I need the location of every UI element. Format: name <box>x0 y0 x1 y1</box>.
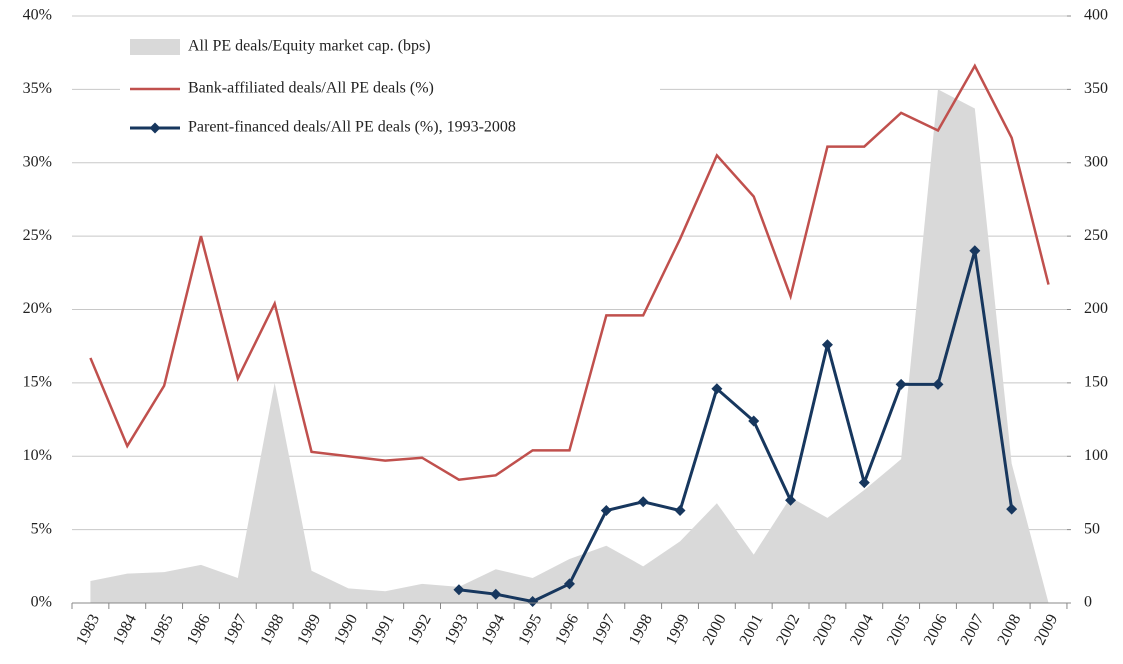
marker <box>1006 503 1018 515</box>
legend-swatch <box>130 39 180 55</box>
marker <box>711 383 723 395</box>
x-tick-label: 2008 <box>994 612 1024 648</box>
x-tick-label: 1998 <box>626 612 656 648</box>
marker <box>674 505 686 517</box>
marker <box>563 578 575 590</box>
y2-tick-label: 0 <box>1084 594 1092 611</box>
marker <box>600 505 612 517</box>
y-tick-label: 15% <box>23 374 52 391</box>
legend-marker <box>149 122 161 134</box>
line <box>458 250 1014 604</box>
legend-bg <box>120 28 660 146</box>
legend-label: Parent-financed deals/All PE deals (%), … <box>188 119 516 136</box>
area <box>90 89 1049 603</box>
x-tick-label: 1987 <box>221 612 251 648</box>
x-tick-label: 2001 <box>736 612 766 648</box>
marker <box>932 378 944 390</box>
y2-tick-label: 200 <box>1084 300 1108 317</box>
y-tick-label: 0% <box>31 594 52 611</box>
marker <box>527 596 539 608</box>
y-tick-label: 25% <box>23 227 52 244</box>
x-tick-label: 1989 <box>294 612 324 648</box>
y-tick-label: 40% <box>23 7 52 24</box>
x-tick-label: 1988 <box>257 612 287 648</box>
x-tick-label: 1993 <box>442 612 472 648</box>
x-tick-label: 1997 <box>589 612 619 648</box>
marker <box>858 477 870 489</box>
x-tick-label: 1999 <box>663 612 693 648</box>
marker <box>637 496 649 508</box>
y2-tick-label: 400 <box>1084 7 1108 24</box>
x-tick-label: 2006 <box>921 612 951 648</box>
y-tick-label: 35% <box>23 80 52 97</box>
y-tick-label: 30% <box>23 153 52 170</box>
x-tick-label: 2000 <box>700 612 730 648</box>
legend-label: All PE deals/Equity market cap. (bps) <box>188 38 431 55</box>
marker <box>748 415 760 427</box>
x-tick-label: 2003 <box>810 612 840 648</box>
x-tick-label: 1983 <box>73 612 103 648</box>
y-tick-label: 5% <box>31 520 52 537</box>
marker <box>785 494 797 506</box>
plot <box>89 63 1050 608</box>
x-tick-label: 1996 <box>552 612 582 648</box>
x-tick-label: 2004 <box>847 612 877 648</box>
marker <box>453 584 465 596</box>
x-tick-label: 1994 <box>479 612 509 648</box>
x-tick-label: 1995 <box>515 612 545 648</box>
y2-tick-label: 100 <box>1084 447 1108 464</box>
legend-label: Bank-affiliated deals/All PE deals (%) <box>188 80 434 97</box>
legend: All PE deals/Equity market cap. (bps) Ban… <box>120 28 660 146</box>
y2-tick-label: 150 <box>1084 374 1108 391</box>
y-tick-label: 10% <box>23 447 52 464</box>
line <box>89 63 1050 482</box>
x-tick-label: 2007 <box>958 612 988 648</box>
y2-tick-label: 350 <box>1084 80 1108 97</box>
x-tick-label: 2005 <box>884 612 914 648</box>
y-tick-label: 20% <box>23 300 52 317</box>
y2-tick-label: 250 <box>1084 227 1108 244</box>
marker <box>969 245 981 257</box>
marker <box>490 588 502 600</box>
x-tick-label: 1991 <box>368 612 398 648</box>
x-tick-label: 2009 <box>1031 612 1061 648</box>
x-tick-label: 1990 <box>331 612 361 648</box>
x-tick-label: 1985 <box>147 612 177 648</box>
x-tick-label: 1984 <box>110 612 140 648</box>
y2-tick-label: 300 <box>1084 153 1108 170</box>
y2-tick-label: 50 <box>1084 520 1100 537</box>
grid <box>72 15 1067 604</box>
marker <box>895 378 907 390</box>
x-tick-label: 1986 <box>184 612 214 648</box>
x-tick-label: 2002 <box>773 612 803 648</box>
x-tick-label: 1992 <box>405 612 435 648</box>
marker <box>821 339 833 351</box>
